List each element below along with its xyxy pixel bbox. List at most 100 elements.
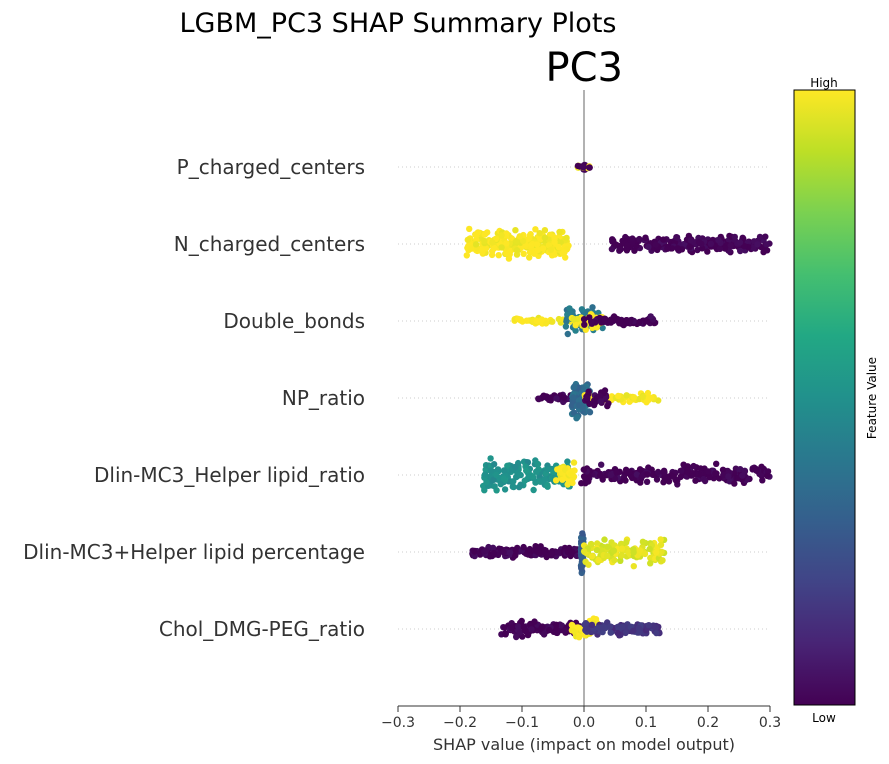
shap-point	[727, 242, 734, 249]
shap-point	[636, 318, 643, 326]
shap-point	[559, 476, 566, 483]
shap-point	[506, 549, 514, 556]
feature-label: P_charged_centers	[177, 155, 365, 179]
shap-point	[502, 630, 509, 637]
shap-point	[599, 324, 606, 332]
chart-suptitle: LGBM_PC3 SHAP Summary Plots	[180, 8, 617, 39]
shap-point	[687, 237, 694, 244]
shap-point	[546, 626, 553, 634]
shap-point	[561, 249, 568, 256]
shap-point	[674, 245, 681, 252]
shap-point	[513, 237, 520, 245]
shap-point	[564, 458, 571, 465]
shap-point	[555, 243, 562, 251]
shap-point	[763, 247, 771, 254]
shap-point	[604, 543, 611, 550]
shap-point	[637, 479, 644, 486]
feature-label: Chol_DMG-PEG_ratio	[159, 617, 365, 641]
shap-point	[653, 476, 661, 483]
shap-point	[680, 461, 687, 468]
shap-point	[561, 394, 568, 401]
shap-point	[526, 254, 533, 261]
shap-point	[542, 320, 550, 327]
shap-point	[622, 477, 629, 484]
shap-point	[584, 394, 591, 402]
shap-point	[541, 234, 549, 241]
shap-point	[526, 232, 534, 239]
shap-point	[467, 245, 475, 252]
shap-point	[481, 471, 489, 478]
shap-point	[759, 477, 766, 484]
shap-point	[636, 547, 643, 554]
shap-point	[516, 233, 523, 240]
shap-point	[544, 466, 552, 473]
shap-point	[610, 547, 618, 554]
shap-point	[554, 629, 561, 637]
shap-point	[644, 389, 652, 397]
shap-point	[540, 392, 547, 399]
shap-point	[575, 634, 583, 641]
shap-point	[503, 230, 510, 237]
x-tick-label: −0.1	[505, 715, 539, 731]
shap-point	[578, 480, 585, 487]
shap-point	[479, 246, 486, 254]
shap-point	[579, 530, 586, 537]
shap-point	[528, 626, 535, 633]
feature-label: Dlin-MC3+Helper lipid percentage	[23, 540, 365, 564]
shap-point	[704, 248, 711, 255]
shap-point	[654, 468, 662, 476]
shap-point	[517, 471, 524, 479]
shap-point	[534, 246, 542, 254]
shap-point	[491, 483, 498, 490]
shap-point	[670, 473, 677, 480]
shap-point	[532, 226, 539, 233]
shap-point	[564, 330, 571, 338]
shap-point	[490, 461, 498, 468]
shap-point	[570, 459, 578, 466]
shap-point	[647, 313, 654, 320]
shap-point	[630, 627, 637, 634]
shap-point	[552, 624, 559, 631]
shap-point	[533, 317, 540, 325]
shap-point	[611, 556, 618, 564]
shap-point	[508, 624, 515, 631]
shap-point	[564, 481, 571, 488]
shap-point	[541, 548, 548, 556]
shap-point	[520, 250, 527, 257]
shap-point	[541, 227, 549, 234]
shap-point	[581, 321, 588, 328]
shap-point	[516, 629, 524, 636]
shap-point	[521, 477, 528, 484]
shap-point	[510, 483, 517, 491]
shap-point	[567, 471, 575, 478]
shap-point	[570, 316, 577, 323]
shap-point	[630, 394, 638, 401]
shap-point	[762, 233, 769, 240]
shap-point	[571, 383, 578, 390]
shap-point	[601, 317, 608, 324]
shap-point	[660, 236, 667, 243]
shap-point	[639, 538, 647, 545]
colorbar	[793, 89, 856, 706]
shap-point	[487, 467, 495, 474]
shap-point	[513, 633, 520, 641]
shap-point	[549, 318, 556, 325]
shap-point	[720, 471, 727, 479]
shap-point	[539, 245, 547, 252]
shap-point	[630, 563, 637, 570]
shap-point	[586, 164, 593, 171]
shap-point	[517, 481, 524, 488]
shap-point	[625, 549, 632, 556]
shap-point	[554, 466, 561, 473]
shap-point	[597, 398, 604, 405]
shap-point	[552, 477, 560, 484]
shap-point	[563, 318, 570, 325]
x-tick-label: 0.2	[697, 715, 719, 731]
feature-label: NP_ratio	[282, 386, 365, 410]
shap-point	[536, 230, 543, 237]
shap-point	[578, 306, 586, 313]
shap-point	[463, 252, 470, 259]
shap-point	[606, 623, 614, 630]
shap-point	[713, 460, 720, 467]
shap-point	[701, 477, 709, 485]
